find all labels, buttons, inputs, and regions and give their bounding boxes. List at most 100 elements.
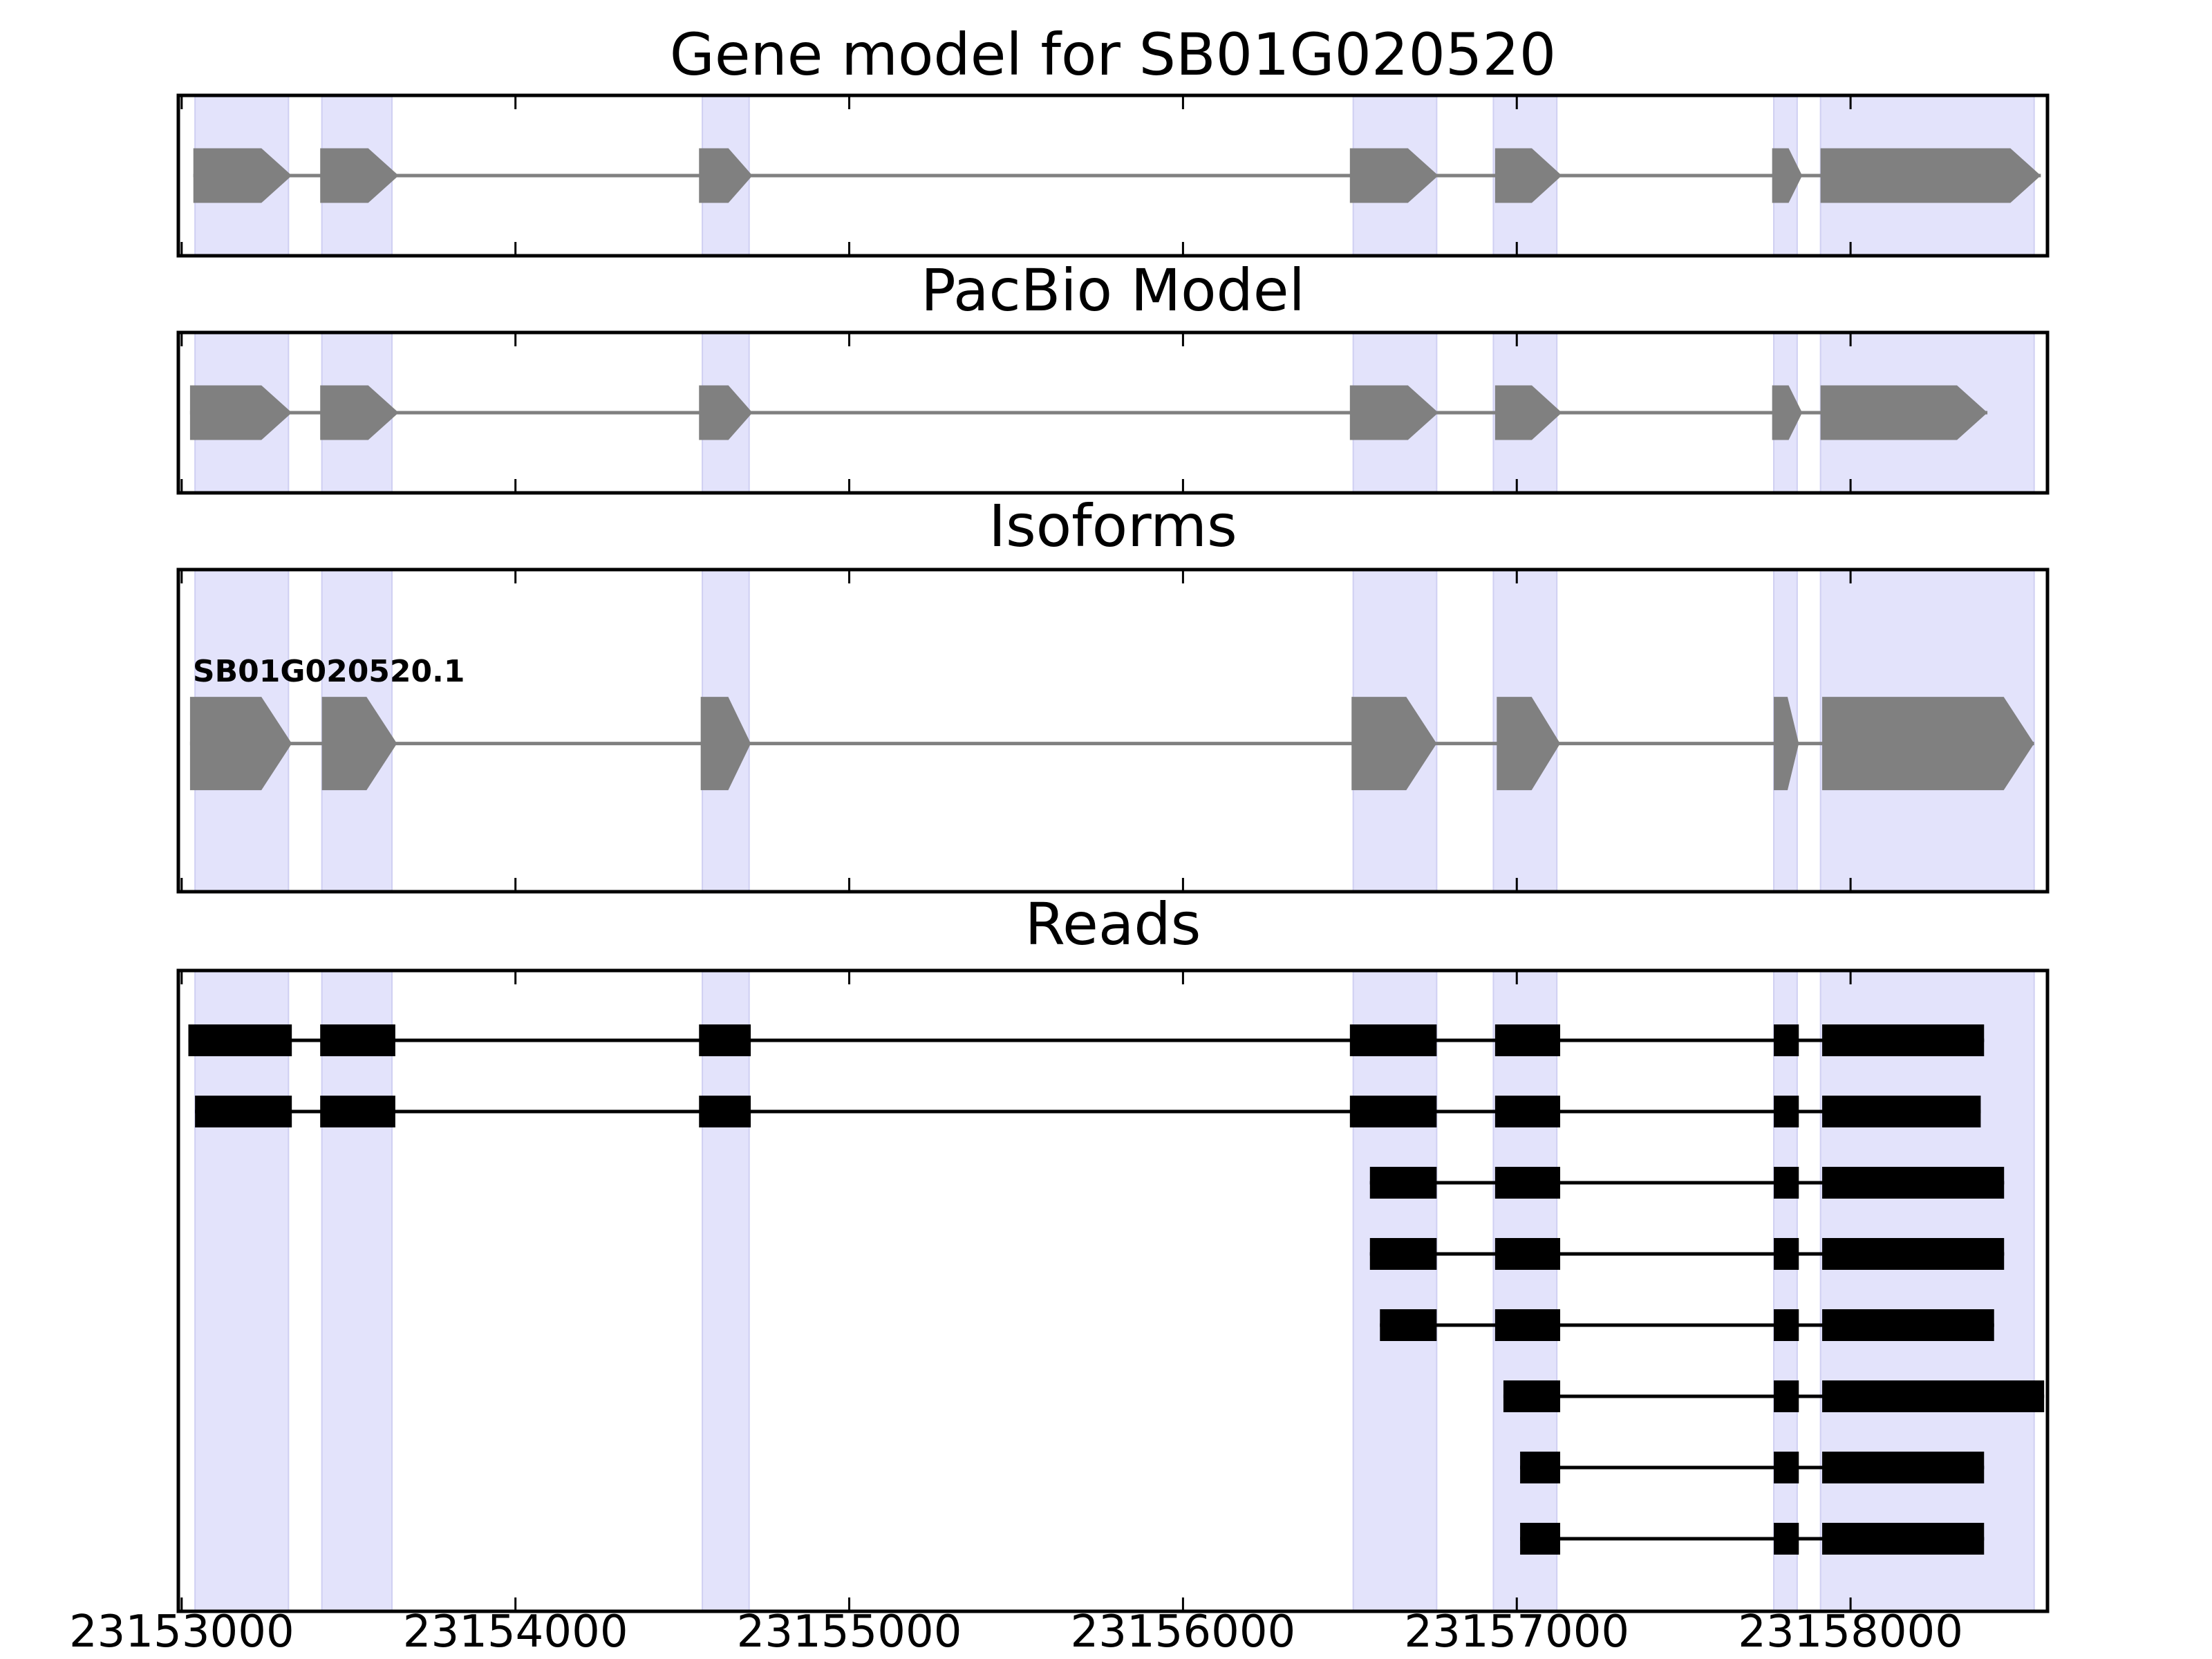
isoforms-ticks: [180, 570, 1852, 892]
highlight-region: [1773, 970, 1798, 1612]
read-block: [1822, 1380, 2045, 1412]
read-block: [1369, 1167, 1437, 1199]
read-block: [1822, 1238, 2005, 1270]
isoforms-frame: [176, 568, 2050, 894]
read-block: [699, 1024, 751, 1056]
exon-block: [1774, 697, 1799, 791]
gene-model-track: [193, 148, 2041, 203]
pacbio-model-title: PacBio Model: [921, 256, 1305, 324]
reads-ticks: [180, 971, 1852, 1611]
isoforms-panel: Isoforms SB01G020520.1: [176, 492, 2050, 894]
read-row: [1520, 1523, 1985, 1555]
x-axis-tick-labels: 23153000 23154000 23155000 23156000 23157000…: [69, 1606, 1963, 1658]
exon-block: [1822, 697, 2034, 791]
isoform-label: SB01G020520.1: [193, 654, 465, 689]
read-block: [1774, 1380, 1799, 1412]
exon-block: [1494, 148, 1562, 203]
exon-block: [1349, 148, 1438, 203]
reads-track: [188, 1024, 2045, 1555]
read-row: [1369, 1167, 2005, 1199]
read-block: [1774, 1238, 1799, 1270]
x-tick-label: 23155000: [737, 1606, 962, 1658]
exon-block: [1772, 148, 1803, 203]
read-block: [1503, 1380, 1561, 1412]
exon-block: [699, 385, 753, 440]
pacbio-model-ticks: [180, 332, 1852, 493]
x-tick-label: 23154000: [403, 1606, 628, 1658]
exon-block: [1497, 697, 1561, 791]
pacbio-model-track: [189, 385, 1988, 440]
read-block: [1774, 1167, 1799, 1199]
exon-block: [193, 148, 292, 203]
exon-block: [320, 385, 399, 440]
exon-block: [320, 148, 399, 203]
read-block: [1494, 1024, 1561, 1056]
x-tick-label: 23158000: [1738, 1606, 1963, 1658]
highlight-region: [1352, 970, 1438, 1612]
read-block: [1494, 1238, 1561, 1270]
gene-model-panel: Gene model for SB01G020520: [176, 21, 2050, 258]
exon-block: [1349, 385, 1438, 440]
pacbio-model-frame: [176, 330, 2050, 495]
gene-model-title: Gene model for SB01G020520: [670, 21, 1556, 88]
read-block: [1494, 1167, 1561, 1199]
exon-block: [189, 385, 292, 440]
exon-block: [1494, 385, 1562, 440]
reads-frame: [176, 968, 2050, 1613]
exon-block: [1772, 385, 1803, 440]
highlight-region: [1492, 970, 1558, 1612]
read-block: [1774, 1309, 1799, 1341]
read-block: [1520, 1523, 1561, 1555]
exon-block: [1820, 148, 2041, 203]
exon-block: [699, 148, 753, 203]
exon-block: [1820, 385, 1988, 440]
read-row: [195, 1096, 1981, 1127]
x-tick-label: 23157000: [1404, 1606, 1629, 1658]
exon-block: [700, 697, 751, 791]
highlight-region: [194, 970, 290, 1612]
read-block: [1774, 1024, 1799, 1056]
exon-block: [1351, 697, 1437, 791]
read-block: [1380, 1309, 1437, 1341]
read-block: [195, 1096, 292, 1127]
read-block: [1774, 1096, 1799, 1127]
read-block: [320, 1096, 395, 1127]
x-tick-label: 23153000: [69, 1606, 294, 1658]
read-block: [1822, 1523, 1985, 1555]
read-block: [188, 1024, 292, 1056]
read-block: [1822, 1452, 1985, 1483]
read-row: [1520, 1452, 1985, 1483]
exon-block: [321, 697, 397, 791]
exon-block: [189, 697, 292, 791]
read-block: [1822, 1309, 1994, 1341]
read-block: [1369, 1238, 1437, 1270]
read-block: [1494, 1096, 1561, 1127]
read-row: [1369, 1238, 2005, 1270]
read-block: [699, 1096, 751, 1127]
read-row: [188, 1024, 1985, 1056]
gene-model-frame: [176, 93, 2050, 258]
read-block: [1822, 1167, 2005, 1199]
reads-highlight-layer: [194, 970, 2035, 1612]
isoforms-track: SB01G020520.1: [189, 654, 2034, 791]
highlight-region: [702, 970, 750, 1612]
read-row: [1503, 1380, 2045, 1412]
highlight-region: [1819, 970, 2035, 1612]
read-block: [1520, 1452, 1561, 1483]
read-block: [1774, 1452, 1799, 1483]
highlight-region: [321, 970, 393, 1612]
reads-title: Reads: [1025, 890, 1201, 958]
read-block: [320, 1024, 395, 1056]
read-block: [1822, 1096, 1981, 1127]
read-block: [1822, 1024, 1985, 1056]
read-block: [1494, 1309, 1561, 1341]
reads-panel: Reads: [176, 890, 2050, 1613]
read-block: [1774, 1523, 1799, 1555]
read-row: [1380, 1309, 1994, 1341]
gene-model-ticks: [180, 95, 1852, 256]
read-block: [1349, 1096, 1437, 1127]
isoforms-title: Isoforms: [988, 492, 1237, 560]
pacbio-model-panel: PacBio Model: [176, 256, 2050, 495]
x-tick-label: 23156000: [1071, 1606, 1296, 1658]
